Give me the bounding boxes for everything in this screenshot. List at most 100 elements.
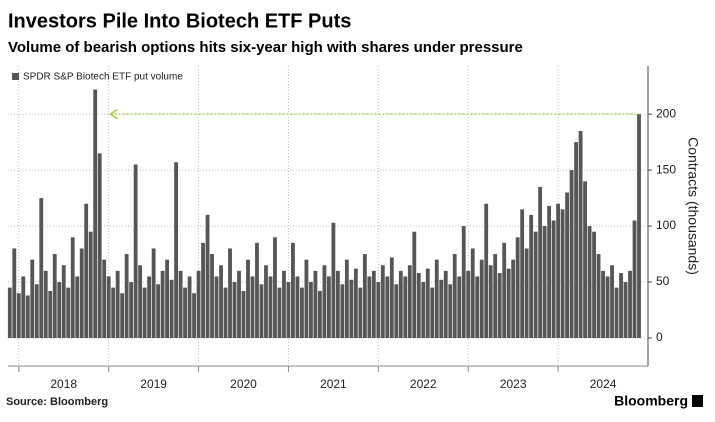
bar bbox=[488, 265, 493, 339]
bar bbox=[443, 270, 448, 339]
bar bbox=[300, 287, 304, 339]
bar bbox=[601, 270, 605, 339]
bar bbox=[484, 203, 489, 339]
bar bbox=[282, 270, 286, 339]
bar bbox=[623, 282, 628, 339]
bar bbox=[219, 265, 223, 339]
x-tick-label: 2018 bbox=[50, 377, 77, 391]
bar bbox=[93, 89, 98, 339]
bar bbox=[466, 270, 471, 339]
bar bbox=[277, 287, 282, 339]
bar bbox=[389, 257, 394, 339]
bar bbox=[88, 231, 93, 339]
bar bbox=[371, 270, 376, 339]
source: Source: Bloomberg bbox=[6, 396, 108, 408]
bar bbox=[111, 287, 116, 339]
x-tick-label: 2021 bbox=[320, 377, 347, 391]
bar bbox=[70, 237, 75, 339]
bar bbox=[48, 291, 53, 339]
chart-title: Investors Pile Into Biotech ETF Puts bbox=[8, 10, 351, 32]
bar bbox=[380, 265, 385, 339]
bar bbox=[479, 259, 484, 339]
bar bbox=[326, 276, 331, 339]
bar bbox=[385, 276, 390, 339]
bar bbox=[318, 291, 322, 339]
bar bbox=[286, 282, 291, 339]
y-tick-label: 50 bbox=[656, 274, 670, 288]
bar bbox=[416, 273, 421, 339]
bar bbox=[506, 268, 511, 339]
bar bbox=[178, 270, 183, 339]
bar bbox=[394, 284, 399, 339]
brand: Bloomberg bbox=[614, 393, 688, 409]
bar bbox=[115, 270, 120, 339]
bar bbox=[133, 164, 138, 339]
bar bbox=[457, 276, 462, 339]
bar bbox=[156, 284, 161, 339]
bar bbox=[349, 279, 354, 339]
bar bbox=[196, 270, 201, 339]
bar bbox=[124, 254, 129, 339]
bar bbox=[79, 248, 84, 339]
bar bbox=[223, 287, 228, 339]
bar bbox=[273, 237, 277, 339]
bar bbox=[430, 287, 435, 339]
bar bbox=[335, 270, 340, 339]
bar bbox=[578, 130, 583, 339]
bar bbox=[232, 282, 237, 339]
bar bbox=[331, 222, 336, 339]
bar bbox=[569, 170, 574, 339]
bar bbox=[268, 276, 273, 339]
bar bbox=[475, 276, 480, 339]
bar bbox=[106, 276, 111, 339]
bar bbox=[309, 282, 313, 339]
x-tick-label: 2019 bbox=[140, 377, 167, 391]
y-tick-label: 200 bbox=[656, 106, 676, 120]
bar bbox=[192, 293, 196, 339]
bar bbox=[129, 282, 134, 339]
x-tick-label: 2023 bbox=[500, 377, 527, 391]
x-tick-label: 2024 bbox=[590, 377, 617, 391]
bar bbox=[174, 162, 178, 339]
bar bbox=[551, 220, 556, 339]
bar bbox=[250, 276, 255, 339]
bar bbox=[632, 220, 637, 339]
bar bbox=[43, 270, 48, 339]
bar bbox=[75, 276, 80, 339]
bar bbox=[605, 276, 610, 339]
bar bbox=[61, 265, 66, 339]
bar bbox=[160, 270, 165, 339]
x-tick-label: 2022 bbox=[410, 377, 437, 391]
legend-label: SPDR S&P Biotech ETF put volume bbox=[23, 72, 183, 83]
bar bbox=[574, 142, 578, 339]
y-tick-label: 0 bbox=[656, 330, 663, 344]
bar bbox=[461, 226, 466, 339]
legend-swatch bbox=[12, 73, 19, 80]
bar bbox=[376, 282, 381, 339]
bar bbox=[16, 293, 21, 339]
bar bbox=[367, 276, 372, 339]
bar bbox=[210, 254, 214, 339]
bar bbox=[637, 114, 641, 339]
bar bbox=[52, 254, 57, 339]
bar bbox=[502, 242, 507, 339]
bar bbox=[421, 282, 426, 339]
bar bbox=[246, 259, 250, 339]
bar bbox=[520, 209, 525, 339]
bar bbox=[407, 265, 412, 339]
bar bbox=[183, 287, 187, 339]
bar bbox=[556, 203, 561, 339]
bar bbox=[628, 270, 632, 339]
x-tick-label: 2020 bbox=[230, 377, 257, 391]
bar bbox=[201, 242, 205, 339]
bar bbox=[592, 231, 596, 339]
bar bbox=[237, 270, 241, 339]
bar bbox=[322, 265, 327, 339]
bar bbox=[434, 259, 439, 339]
bar bbox=[255, 242, 259, 339]
bar bbox=[493, 254, 498, 339]
bar bbox=[340, 284, 345, 339]
bar bbox=[120, 293, 125, 339]
bar bbox=[30, 259, 35, 339]
